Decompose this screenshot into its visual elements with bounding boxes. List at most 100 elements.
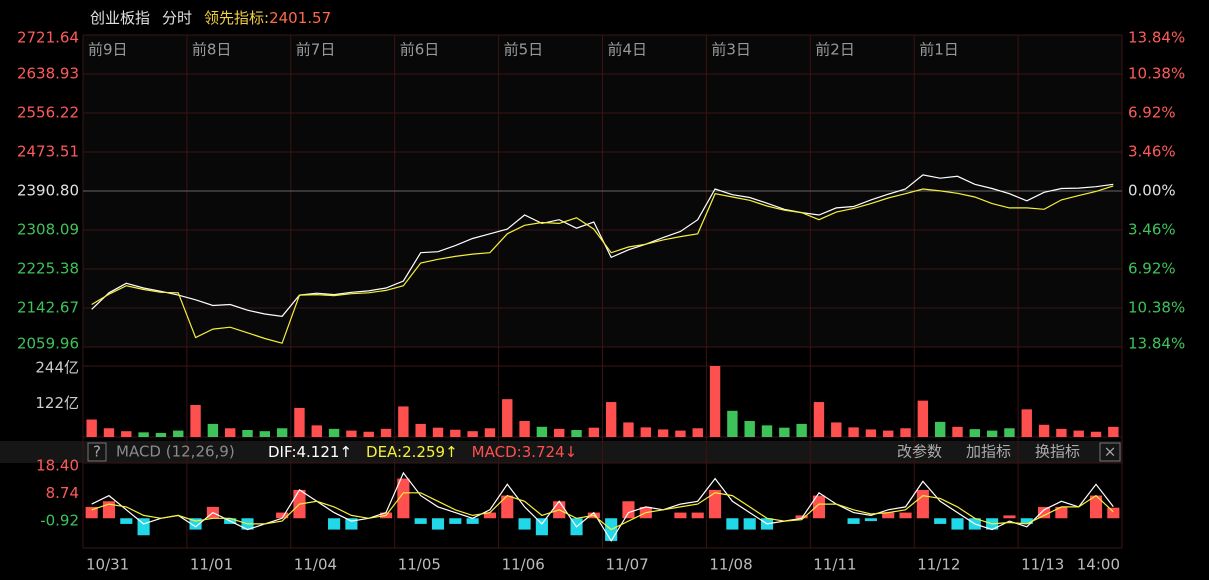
readout-arrow: ↑ — [445, 443, 458, 461]
day-label: 前7日 — [296, 41, 336, 59]
volume-bar — [761, 425, 773, 437]
volume-bar — [467, 431, 478, 437]
macd-bar — [691, 512, 704, 519]
y-tick-label: 2556.22 — [17, 104, 79, 122]
volume-bar — [813, 402, 825, 437]
x-tick-label: 11/06 — [502, 556, 545, 574]
macd-bar — [951, 518, 964, 530]
macd-bar — [743, 518, 756, 530]
volume-bar — [986, 430, 998, 437]
volume-bar — [934, 421, 946, 437]
y-tick-label: 122亿 — [35, 394, 79, 412]
volume-bar — [900, 428, 911, 437]
volume-bar — [1073, 430, 1084, 437]
y2-tick-label: 6.92% — [1128, 260, 1176, 278]
volume-bar — [450, 429, 461, 437]
y2-tick-label: 13.84% — [1128, 29, 1185, 47]
volume-bar — [917, 400, 929, 437]
day-label: 前4日 — [608, 41, 648, 59]
volume-bar — [709, 366, 721, 437]
y-tick-label: 18.40 — [36, 457, 79, 475]
volume-bar — [207, 423, 219, 437]
header-indicator-label: 领先指标: — [204, 9, 269, 27]
readout-value: 2.259 — [402, 443, 445, 461]
macd-bar — [812, 495, 826, 519]
volume-bar — [138, 432, 149, 437]
day-label: 前3日 — [711, 41, 751, 59]
macd-button[interactable]: 改参数 — [897, 443, 942, 461]
volume-bar — [121, 431, 132, 437]
volume-bar — [276, 428, 288, 437]
macd-bar — [345, 518, 358, 530]
volume-bar — [380, 428, 392, 437]
volume-bar — [1021, 409, 1032, 437]
macd-button[interactable]: 加指标 — [966, 443, 1011, 461]
macd-bar — [899, 512, 912, 519]
macd-bar — [276, 512, 289, 519]
macd-bar — [795, 515, 808, 519]
volume-bar — [554, 428, 565, 437]
close-icon-text[interactable]: × — [1104, 443, 1117, 461]
volume-bar — [848, 427, 859, 437]
readout-label: DEA: — [366, 443, 402, 461]
volume-bar — [1004, 428, 1015, 437]
macd-bar — [483, 512, 497, 519]
help-icon[interactable] — [87, 442, 107, 462]
close-icon[interactable] — [1099, 442, 1121, 462]
macd-bar — [882, 512, 895, 519]
day-label: 前6日 — [400, 41, 440, 59]
volume-bar — [190, 404, 201, 437]
volume-bar — [328, 428, 340, 437]
macd-bar — [726, 518, 739, 530]
volume-bar — [727, 410, 738, 437]
macd-title: MACD (12,26,9) — [116, 443, 235, 461]
x-tick-label: 11/07 — [606, 556, 649, 574]
volume-bar — [623, 422, 634, 437]
y-tick-label: 2225.38 — [17, 260, 79, 278]
y-tick-label: 2059.96 — [17, 335, 79, 353]
macd-line — [91, 492, 1114, 531]
macd-bar — [674, 512, 687, 519]
volume-bar — [952, 426, 963, 437]
volume-bar — [311, 425, 322, 437]
volume-bar — [865, 429, 877, 437]
macd-bar — [397, 478, 410, 519]
volume-bar — [173, 430, 184, 437]
volume-bar — [432, 427, 444, 437]
macd-bar — [1089, 495, 1103, 519]
macd-bar — [1055, 506, 1068, 519]
header-title: 创业板指 — [90, 9, 150, 27]
x-tick-label: 11/01 — [190, 556, 233, 574]
macd-bar — [1107, 507, 1120, 519]
macd-bar — [622, 501, 635, 519]
macd-bar — [414, 518, 427, 524]
x-tick-label: 11/11 — [813, 556, 856, 574]
time-label: 14:00 — [1077, 556, 1120, 574]
volume-bar — [1056, 428, 1067, 437]
macd-bar — [189, 518, 202, 530]
macd-readouts: DIF:4.121↑ DEA:2.259↑ MACD:3.724↓ — [268, 443, 577, 461]
volume-bar — [155, 432, 167, 437]
readout-value: 3.724 — [522, 443, 565, 461]
y-tick-label: 2142.67 — [17, 299, 79, 317]
y2-tick-label: 10.38% — [1128, 65, 1185, 83]
volume-bar — [363, 431, 374, 437]
macd-bar — [864, 518, 877, 522]
header-indicator-value: 2401.57 — [269, 9, 331, 27]
volume-bar — [657, 429, 669, 437]
readout-arrow: ↓ — [565, 443, 578, 461]
volume-bar — [744, 420, 755, 437]
y-tick-label: 2390.80 — [17, 182, 79, 200]
macd-bar — [847, 518, 860, 524]
macd-header — [0, 441, 1122, 463]
help-icon-text[interactable]: ? — [93, 443, 101, 461]
macd-button[interactable]: 换指标 — [1035, 443, 1080, 461]
y2-tick-label: 6.92% — [1128, 104, 1176, 122]
macd-bar — [328, 518, 341, 530]
header-subtitle: 分时 — [162, 9, 192, 27]
readout-label: DIF: — [268, 443, 297, 461]
day-label: 前8日 — [192, 41, 232, 59]
y-tick-label: 2308.09 — [17, 221, 79, 239]
readout-arrow: ↑ — [339, 443, 352, 461]
